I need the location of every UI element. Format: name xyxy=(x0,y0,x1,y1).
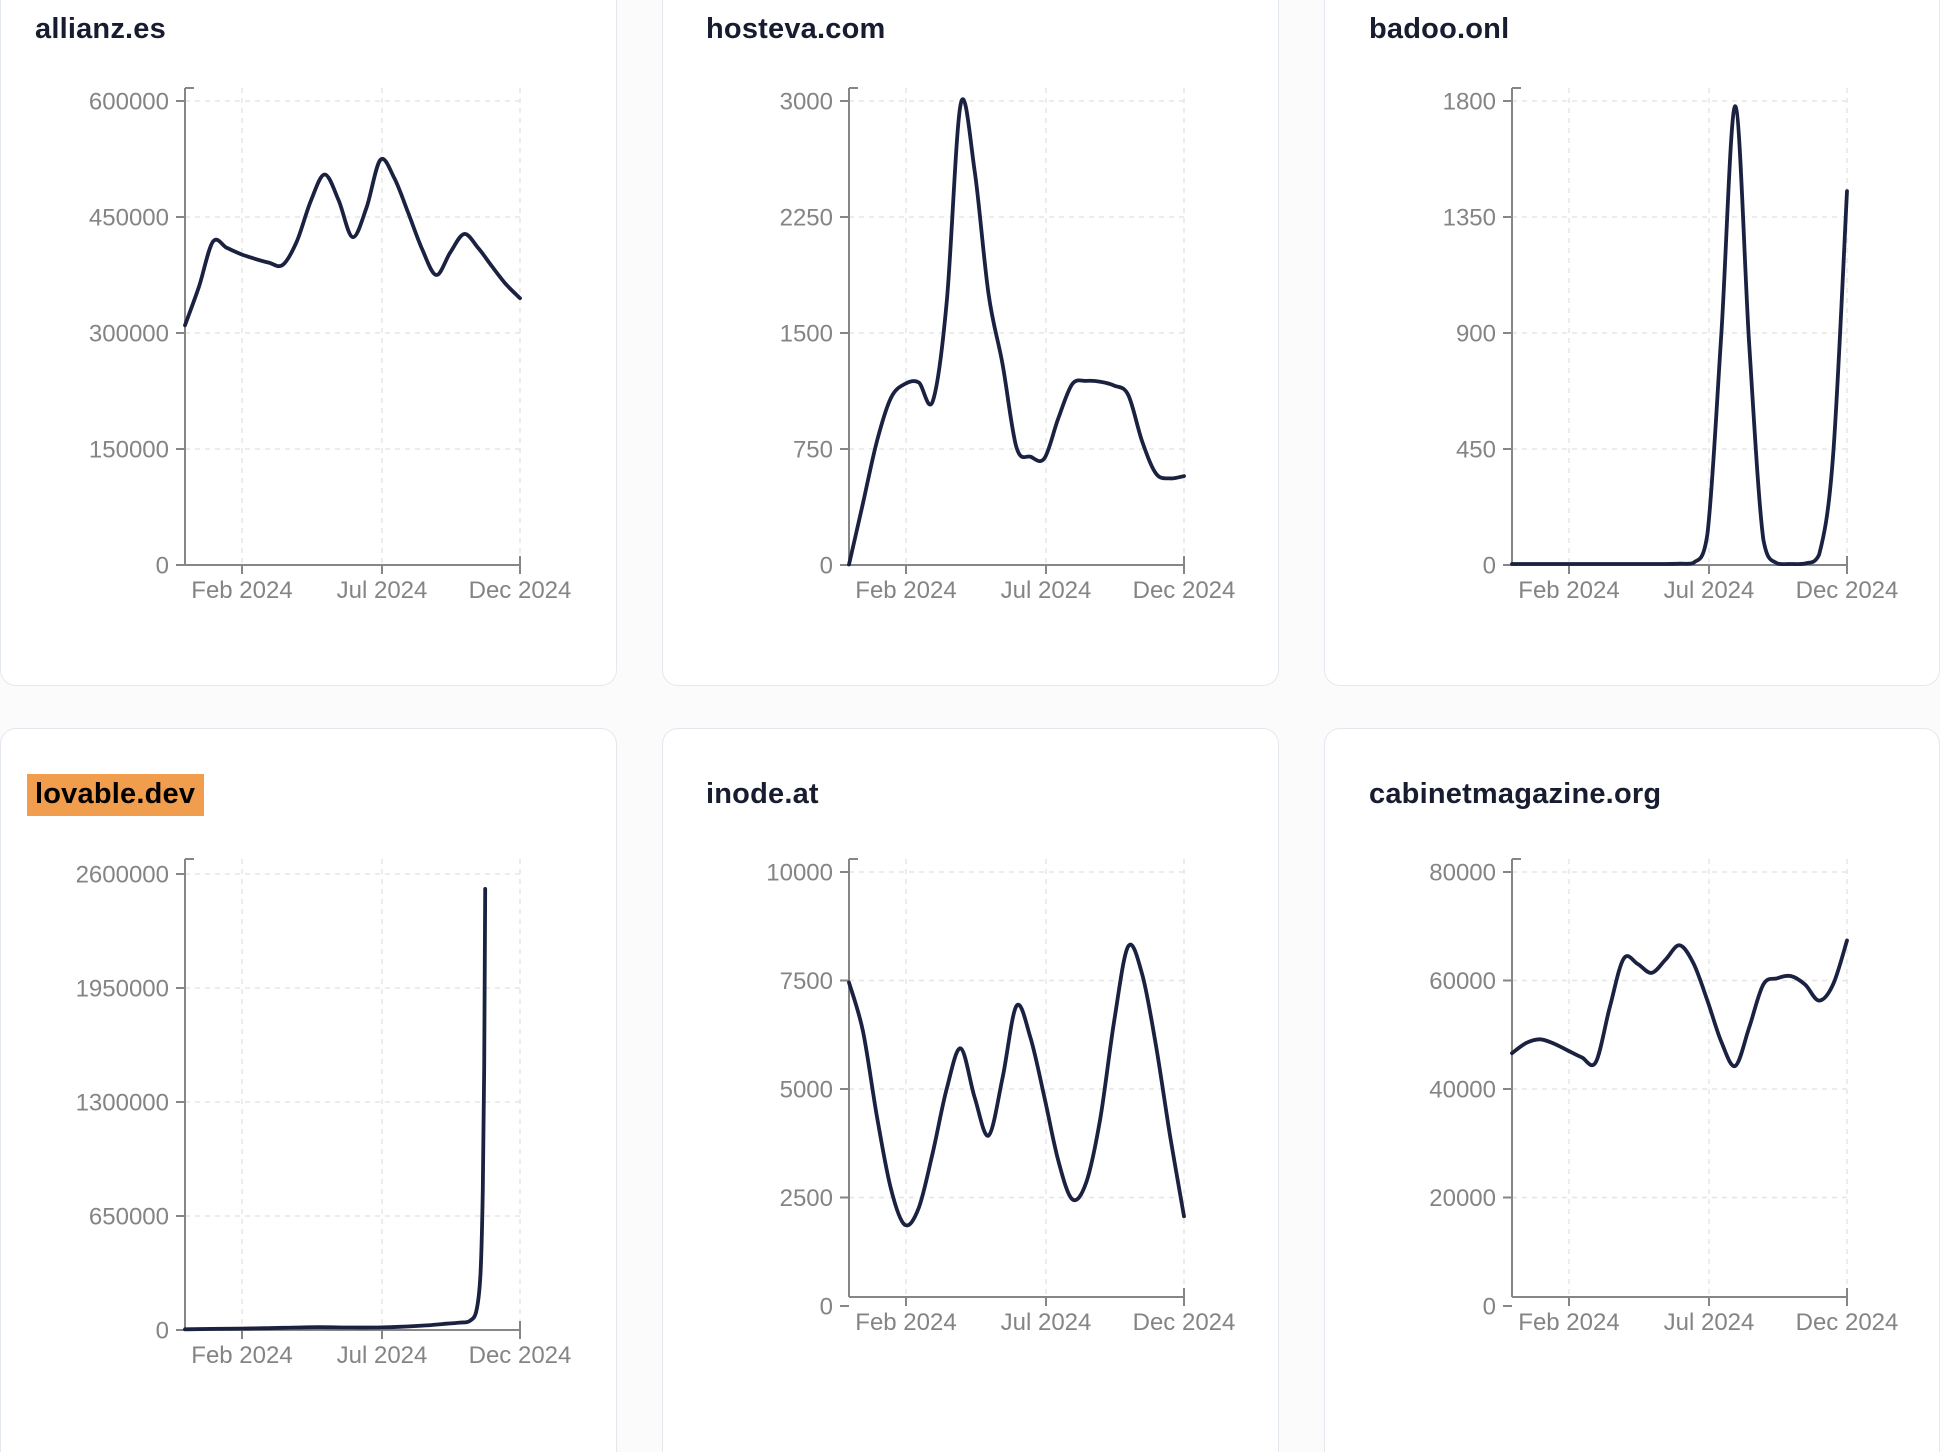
line-chart: 1800 1350 900 450 0 Feb 2024 Jul 2024 Dec 2024 xyxy=(1443,87,1899,604)
gridlines xyxy=(1512,88,1848,565)
chart-title-highlighted[interactable]: lovable.dev xyxy=(27,774,205,816)
line-chart: 2600000 1950000 1300000 650000 0 Feb 2024 Jul … xyxy=(76,858,572,1369)
y-tick-label: 3000 xyxy=(780,89,833,116)
axes xyxy=(1503,87,1848,574)
line-chart: 600000 450000 300000 150000 0 Feb 2024 Jul 202… xyxy=(89,87,572,604)
x-tick-label: Jul 2024 xyxy=(337,1342,428,1369)
x-tick-label: Feb 2024 xyxy=(855,1309,956,1336)
chart-title[interactable]: hosteva.com xyxy=(706,13,886,45)
y-tick-label: 60000 xyxy=(1429,968,1496,995)
series-line xyxy=(847,942,1186,1228)
line-chart: 10000 7500 5000 2500 0 Feb 2024 Jul 2024 Dec 20… xyxy=(766,858,1236,1336)
y-tick-label: 1800 xyxy=(1443,89,1496,116)
axes xyxy=(176,87,521,574)
chart-title[interactable]: badoo.onl xyxy=(1369,13,1510,45)
y-tick-label: 450000 xyxy=(89,205,169,232)
chart-card-cabinetmagazine-org: cabinetmagazine.org 80000 60000 40000 20000… xyxy=(1324,728,1940,1452)
y-tick-label: 0 xyxy=(156,1318,169,1345)
axes xyxy=(840,87,1185,574)
x-tick-label: Dec 2024 xyxy=(469,577,572,604)
x-tick-label: Jul 2024 xyxy=(1001,1309,1092,1336)
y-tick-label: 0 xyxy=(156,553,169,580)
y-tick-label: 450 xyxy=(1456,437,1496,464)
x-tick-label: Feb 2024 xyxy=(855,577,956,604)
chart-title[interactable]: inode.at xyxy=(706,778,819,810)
series-line xyxy=(183,156,522,328)
series-line xyxy=(183,887,488,1332)
chart-title[interactable]: cabinetmagazine.org xyxy=(1369,778,1662,810)
chart-title[interactable]: allianz.es xyxy=(35,13,166,45)
y-tick-label: 650000 xyxy=(89,1204,169,1231)
line-chart: 3000 2250 1500 750 0 Feb 2024 Jul 2024 Dec 2024 xyxy=(780,87,1236,604)
chart-card-badoo-onl: badoo.onl 1800 1350 900 450 0 Feb 2024 Jul 202… xyxy=(1324,0,1940,686)
series-line xyxy=(1510,938,1849,1068)
y-tick-label: 0 xyxy=(820,553,833,580)
chart-card-inode-at: inode.at 10000 7500 5000 2500 0 Feb 2024 Jul 2… xyxy=(662,728,1279,1452)
x-tick-label: Feb 2024 xyxy=(1518,1309,1619,1336)
x-tick-label: Dec 2024 xyxy=(469,1342,572,1369)
y-tick-label: 750 xyxy=(793,437,833,464)
x-tick-label: Dec 2024 xyxy=(1133,577,1236,604)
y-tick-label: 0 xyxy=(820,1294,833,1321)
x-tick-label: Feb 2024 xyxy=(191,1342,292,1369)
x-tick-label: Jul 2024 xyxy=(1664,577,1755,604)
x-tick-label: Feb 2024 xyxy=(191,577,292,604)
y-tick-label: 150000 xyxy=(89,437,169,464)
x-tick-label: Jul 2024 xyxy=(1001,577,1092,604)
gridlines xyxy=(185,859,521,1330)
y-tick-label: 1350 xyxy=(1443,205,1496,232)
y-tick-label: 600000 xyxy=(89,89,169,116)
line-chart: 80000 60000 40000 20000 0 Feb 2024 Jul 2024 Dec… xyxy=(1429,858,1899,1336)
x-tick-label: Jul 2024 xyxy=(1664,1309,1755,1336)
y-tick-label: 7500 xyxy=(780,968,833,995)
gridlines xyxy=(185,88,521,565)
y-tick-label: 80000 xyxy=(1429,860,1496,887)
y-tick-label: 2500 xyxy=(780,1185,833,1212)
y-tick-label: 0 xyxy=(1483,1294,1496,1321)
y-tick-label: 10000 xyxy=(766,860,833,887)
y-tick-label: 40000 xyxy=(1429,1077,1496,1104)
series-line xyxy=(1510,104,1849,567)
x-tick-label: Feb 2024 xyxy=(1518,577,1619,604)
y-tick-label: 2250 xyxy=(780,205,833,232)
x-tick-label: Dec 2024 xyxy=(1796,577,1899,604)
series-line xyxy=(847,97,1186,567)
y-tick-label: 20000 xyxy=(1429,1185,1496,1212)
y-tick-label: 300000 xyxy=(89,321,169,348)
chart-card-lovable-dev: lovable.dev 2600000 1950000 1300000 650000 0… xyxy=(0,728,617,1452)
x-tick-label: Jul 2024 xyxy=(337,577,428,604)
gridlines xyxy=(849,859,1185,1297)
x-tick-label: Dec 2024 xyxy=(1796,1309,1899,1336)
gridlines xyxy=(849,88,1185,565)
y-tick-label: 5000 xyxy=(780,1077,833,1104)
gridlines xyxy=(1512,859,1848,1297)
chart-card-hosteva-com: hosteva.com 3000 2250 1500 750 0 Feb 2024 Jul … xyxy=(662,0,1279,686)
y-tick-label: 1500 xyxy=(780,321,833,348)
y-tick-label: 2600000 xyxy=(76,862,169,889)
chart-card-allianz-es: allianz.es 600000 450000 300000 150000 0 Feb … xyxy=(0,0,617,686)
x-tick-label: Dec 2024 xyxy=(1133,1309,1236,1336)
y-tick-label: 900 xyxy=(1456,321,1496,348)
axes xyxy=(840,858,1185,1307)
axes xyxy=(1503,858,1848,1307)
y-tick-label: 1950000 xyxy=(76,976,169,1003)
axes xyxy=(176,858,521,1339)
y-tick-label: 0 xyxy=(1483,553,1496,580)
y-tick-label: 1300000 xyxy=(76,1090,169,1117)
